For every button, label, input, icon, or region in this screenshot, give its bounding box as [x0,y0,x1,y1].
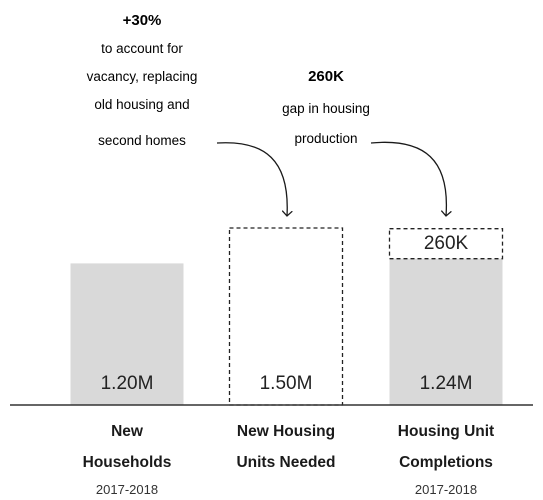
category-label-new-households-line2: Households [83,454,172,471]
annotation-vacancy-line1: to account for [101,41,183,56]
category-label-units-needed-line2: Units Needed [236,454,335,471]
annotation-vacancy-line3: old housing and [94,97,189,112]
bar-gap-260k [388,228,504,260]
arrow-vacancy-to-units-needed [216,142,287,216]
value-label-units-needed: 1.50M [260,373,313,394]
annotation-gap-line2: production [294,131,357,146]
annotation-vacancy-headline: +30% [123,12,162,29]
value-label-completions: 1.24M [420,373,473,394]
category-label-completions-line2: Completions [399,454,493,471]
value-label-new-households: 1.20M [101,373,154,394]
category-label-new-households-line1: New [111,423,144,440]
category-subtitle-completions: 2017-2018 [415,482,477,497]
annotation-gap-headline: 260K [308,68,344,85]
arrow-gap-to-completions [370,141,446,216]
annotation-vacancy-line2: vacancy, replacing [87,69,198,84]
bars-group [70,227,504,406]
bar-new-households [70,263,184,405]
annotation-gap-line1: gap in housing [282,101,370,116]
gap-label: 260K [424,233,469,254]
bar-completions [389,258,503,405]
category-subtitle-new-households: 2017-2018 [96,482,158,497]
category-label-units-needed-line1: New Housing [237,423,335,440]
annotation-vacancy-line4: second homes [98,133,186,148]
category-label-completions-line1: Housing Unit [398,423,494,440]
